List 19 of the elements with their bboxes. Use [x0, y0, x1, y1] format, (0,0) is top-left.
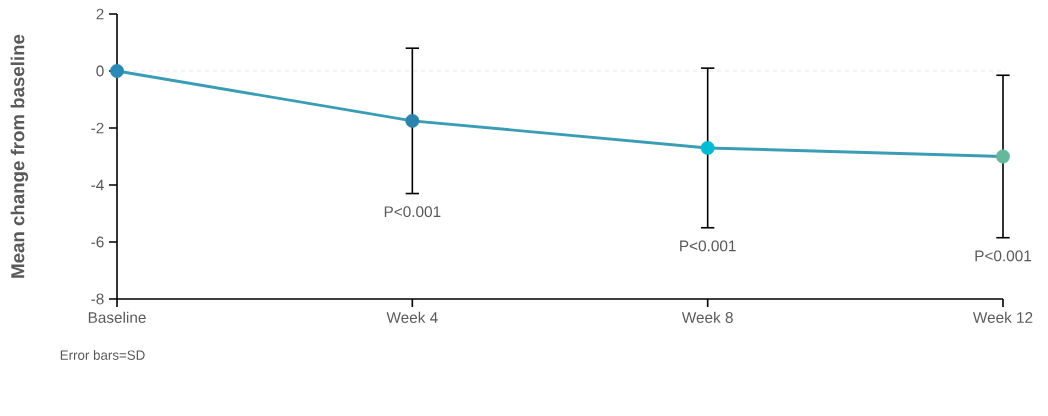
y-tick-label: -4 [91, 179, 104, 191]
x-tick-label: Week 12 [972, 311, 1033, 323]
x-tick-label: Week 8 [681, 311, 733, 323]
x-tick-label: Week 4 [386, 311, 438, 323]
point [405, 113, 420, 128]
y-tick-label: 2 [96, 8, 104, 20]
point [996, 149, 1010, 164]
y-tick-label: -8 [91, 293, 104, 305]
annotation: P<0.001 [384, 206, 441, 218]
point [110, 64, 124, 78]
y-tick-label: -2 [91, 122, 104, 134]
annotation: P<0.001 [680, 240, 736, 252]
annotation: P<0.001 [975, 250, 1032, 262]
point [700, 141, 715, 155]
y-axis-title: Mean change from baseline [10, 34, 29, 278]
y-tick-label: -6 [91, 236, 104, 248]
y-tick-label: 0 [96, 65, 104, 77]
text: Error bars=SD [60, 350, 145, 360]
x-tick-label: Baseline [88, 311, 146, 323]
